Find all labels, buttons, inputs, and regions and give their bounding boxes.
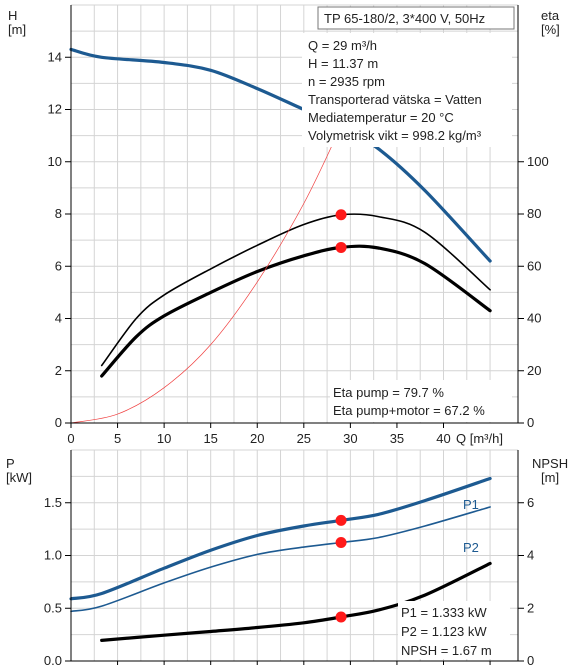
info-speed: n = 2935 rpm (308, 74, 385, 89)
values-box (398, 601, 510, 659)
top-duty-point-marker (335, 209, 347, 221)
top-x-tick-label: 40 (436, 431, 450, 446)
bottom-y-left-tick-label: 1.0 (44, 548, 62, 563)
top-y-right-tick-label: 20 (527, 363, 541, 378)
header-text: TP 65-180/2, 3*400 V, 50Hz (324, 11, 485, 26)
bottom-axes (65, 450, 524, 665)
bottom-y-right-tick-label: 6 (527, 495, 534, 510)
p1-curve-label: P1 (463, 497, 479, 512)
top-y-left-label: H (8, 8, 17, 23)
info-flow: Q = 29 m³/h (308, 38, 377, 53)
top-x-tick-label: 20 (250, 431, 264, 446)
info-density: Volymetrisk vikt = 998.2 kg/m³ (308, 128, 482, 143)
bottom-markers (335, 514, 347, 623)
p1-value-text: P1 = 1.333 kW (401, 605, 487, 620)
top-duty-point-marker (335, 241, 347, 253)
top-x-tick-label: 5 (114, 431, 121, 446)
bottom-series-line-1 (69, 476, 492, 601)
npsh-value-text: NPSH = 1.67 m (401, 643, 492, 658)
bottom-chart: 0.0 0.5 1.0 1.5 0 2 4 6 P [kW] NPSH [m] P1 P2 P… (6, 449, 568, 668)
bottom-series-line-2 (70, 506, 491, 613)
top-series-line-4 (70, 125, 342, 424)
p2-value-text: P2 = 1.123 kW (401, 624, 487, 639)
eta-box (330, 380, 512, 422)
top-y-right-tick-label: 80 (527, 206, 541, 221)
top-y-left-tick-label: 10 (48, 154, 62, 169)
top-y-left-unit: [m] (8, 22, 26, 37)
top-y-right-label: eta (541, 8, 560, 23)
info-head: H = 11.37 m (308, 56, 378, 71)
top-y-right-tick-label: 40 (527, 311, 541, 326)
bottom-series (69, 476, 492, 642)
top-x-tick-label: 0 (67, 431, 74, 446)
top-axes (65, 5, 524, 428)
bottom-y-left-label: P (6, 456, 15, 471)
bottom-tick-labels: 0.0 0.5 1.0 1.5 0 2 4 6 (44, 495, 534, 668)
top-series (69, 47, 492, 424)
top-x-tick-label: 35 (390, 431, 404, 446)
top-y-right-tick-label: 100 (527, 154, 549, 169)
top-y-right-unit: [%] (541, 22, 560, 37)
top-series-line-2 (100, 213, 491, 367)
top-tick-labels: 0 2 4 6 8 10 12 14 0 20 40 60 80 100 0 5 10 15 20 25 30 35 40 (48, 49, 549, 446)
top-y-left-tick-label: 12 (48, 102, 62, 117)
eta-pump-motor-text: Eta pump+motor = 67.2 % (333, 403, 485, 418)
top-y-left-tick-label: 14 (48, 49, 62, 64)
top-x-axis-label: Q [m³/h] (456, 431, 503, 446)
top-series-line-1 (69, 47, 492, 263)
bottom-y-right-unit: [m] (541, 470, 559, 485)
top-x-tick-label: 15 (203, 431, 217, 446)
top-y-left-tick-label: 6 (55, 258, 62, 273)
top-x-tick-label: 25 (297, 431, 311, 446)
p2-curve-label: P2 (463, 540, 479, 555)
top-y-left-tick-label: 2 (55, 363, 62, 378)
bottom-y-right-tick-label: 4 (527, 548, 534, 563)
top-y-left-tick-label: 8 (55, 206, 62, 221)
top-series-line-3 (100, 244, 492, 378)
bottom-y-left-tick-label: 0.5 (44, 600, 62, 615)
top-y-right-tick-label: 60 (527, 258, 541, 273)
bottom-y-left-unit: [kW] (6, 470, 32, 485)
top-y-left-tick-label: 4 (55, 311, 62, 326)
info-temperature: Mediatemperatur = 20 °C (308, 110, 454, 125)
eta-pump-text: Eta pump = 79.7 % (333, 385, 444, 400)
bottom-y-right-label: NPSH (532, 456, 568, 471)
bottom-y-left-tick-label: 1.5 (44, 495, 62, 510)
bottom-y-left-tick-label: 0.0 (44, 653, 62, 668)
info-liquid: Transporterad vätska = Vatten (308, 92, 482, 107)
top-x-tick-label: 10 (157, 431, 171, 446)
bottom-duty-point-marker (335, 611, 347, 623)
bottom-duty-point-marker (335, 537, 347, 549)
header-box (317, 6, 515, 30)
bottom-y-right-tick-label: 2 (527, 600, 534, 615)
bottom-y-right-tick-label: 0 (527, 653, 534, 668)
bottom-series-line-3 (100, 561, 492, 642)
top-x-tick-label: 30 (343, 431, 357, 446)
info-box (302, 33, 512, 147)
bottom-duty-point-marker (335, 514, 347, 526)
top-y-right-tick-label: 0 (527, 415, 534, 430)
top-y-left-tick-label: 0 (55, 415, 62, 430)
